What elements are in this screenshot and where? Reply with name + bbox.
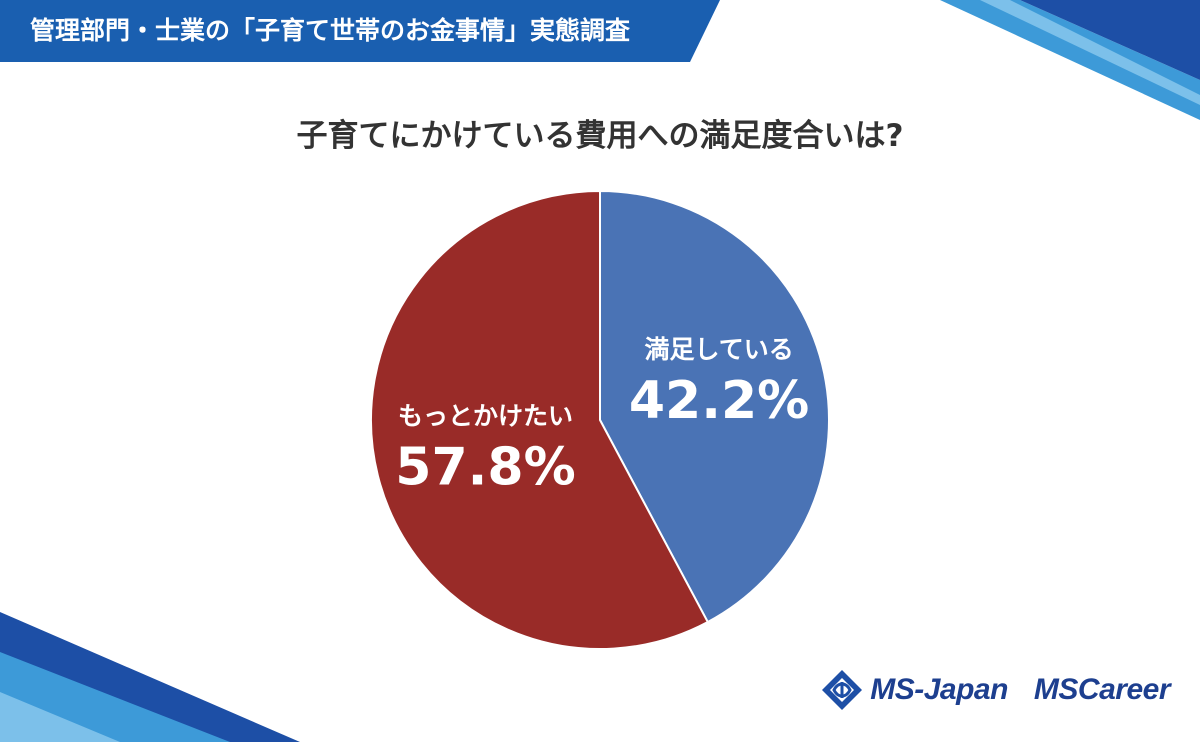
header-banner xyxy=(0,0,720,62)
chart-title: 子育てにかけている費用への満足度合いは? xyxy=(296,118,904,154)
ms-japan-diamond-icon xyxy=(822,670,863,710)
ms-japan-logo: MS-Japan xyxy=(820,668,1008,712)
slice-value-0: 42.2% xyxy=(629,371,809,431)
ms-career-logo: MSCareer xyxy=(1033,673,1171,707)
decorative-stripes-bottom-left xyxy=(0,612,300,742)
slice-value-1: 57.8% xyxy=(395,438,575,498)
slice-label-1: もっとかけたい xyxy=(398,402,573,431)
slice-label-0: 満足している xyxy=(644,335,793,364)
ms-career-logo-text: MSCareer xyxy=(1033,673,1171,706)
logo-area: MS-Japan MSCareer xyxy=(820,660,1171,720)
ms-japan-logo-text: MS-Japan xyxy=(870,673,1008,706)
header-title: 管理部門・士業の「子育て世帯のお金事情」実態調査 xyxy=(30,16,631,45)
pie-slice-0 xyxy=(599,189,830,624)
pie-slice-1 xyxy=(370,189,710,650)
decorative-stripes-top-right xyxy=(940,0,1200,120)
